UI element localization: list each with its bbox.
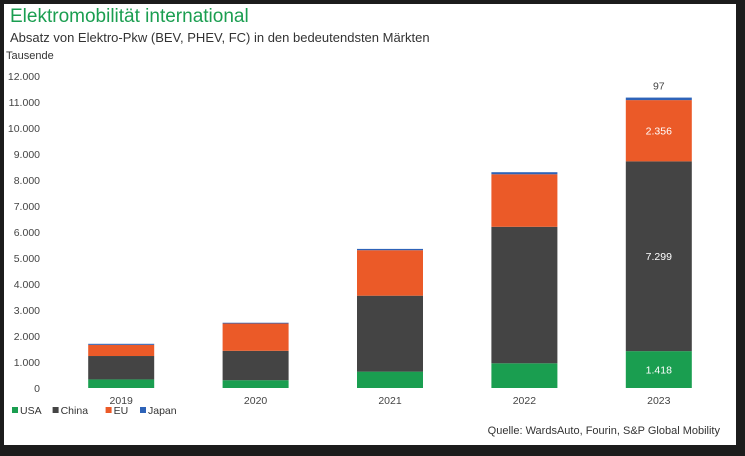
- bar-eu-2023: [625, 100, 692, 162]
- data-label-eu: 2.356: [646, 126, 672, 138]
- legend-label-usa: USA: [20, 405, 42, 417]
- source-note: Quelle: WardsAuto, Fourin, S&P Global Mo…: [487, 425, 720, 437]
- y-tick-label: 4.000: [14, 279, 40, 291]
- bar-china-2019: [88, 356, 155, 380]
- y-tick-label: 1.000: [14, 357, 40, 369]
- bar-usa-2019: [88, 379, 155, 388]
- y-tick-label: 11.000: [9, 97, 40, 109]
- x-tick-label: 2023: [647, 395, 671, 407]
- x-tick-label: 2022: [513, 395, 537, 407]
- bar-japan-2021: [357, 248, 423, 251]
- x-tick-label: 2020: [244, 395, 268, 407]
- y-tick-label: 2.000: [14, 331, 40, 343]
- bar-usa-2020: [222, 380, 289, 388]
- bar-usa-2021: [357, 371, 423, 388]
- x-tick-label: 2019: [110, 395, 134, 407]
- legend-label-china: China: [61, 405, 89, 417]
- y-tick-label: 8.000: [14, 175, 40, 187]
- bar-japan-2020: [222, 322, 289, 324]
- bar-japan-2019: [88, 343, 155, 345]
- y-tick-label: 5.000: [14, 253, 40, 265]
- y-tick-label: 6.000: [14, 227, 40, 239]
- y-tick-label: 3.000: [14, 305, 40, 317]
- legend-swatch-japan: [140, 407, 146, 413]
- legend-swatch-china: [52, 407, 59, 413]
- y-tick-label: 10.000: [8, 123, 40, 135]
- y-axis-label: Tausende: [6, 50, 54, 62]
- chart-frame: Elektromobilität international Absatz vo…: [4, 4, 736, 445]
- chart-title: Elektromobilität international: [10, 6, 249, 27]
- bar-china-2022: [491, 226, 558, 364]
- y-tick-label: 7.000: [14, 201, 40, 213]
- y-tick-label: 12.000: [8, 71, 40, 83]
- stacked-bar-chart: 0 1.000 2.000 3.000 4.000 5.000 6.000 7.000 8.00…: [8, 71, 692, 417]
- data-label-china: 7.299: [646, 251, 672, 263]
- bar-usa-2022: [491, 363, 558, 388]
- bar-china-2020: [222, 350, 289, 381]
- legend-swatch-eu: [105, 407, 112, 413]
- bar-eu-2021: [357, 250, 423, 296]
- data-label-japan: 97: [653, 81, 665, 93]
- bar-usa-2023: [625, 351, 692, 388]
- bar-eu-2022: [491, 174, 558, 227]
- chart-subtitle: Absatz von Elektro-Pkw (BEV, PHEV, FC) i…: [10, 30, 430, 45]
- data-label-usa: 1.418: [646, 365, 672, 377]
- bar-china-2023: [625, 161, 692, 352]
- y-tick-label: 9.000: [14, 149, 40, 161]
- bar-china-2021: [357, 295, 423, 372]
- legend-label-eu: EU: [114, 405, 129, 417]
- bar-japan-2022: [491, 172, 558, 175]
- bar-eu-2019: [88, 344, 155, 357]
- legend-swatch-usa: [12, 407, 18, 413]
- legend-label-japan: Japan: [148, 405, 177, 417]
- y-tick-label: 0: [34, 383, 40, 395]
- bar-japan-2023: [625, 97, 692, 101]
- bar-eu-2020: [222, 323, 289, 351]
- x-tick-label: 2021: [378, 395, 402, 407]
